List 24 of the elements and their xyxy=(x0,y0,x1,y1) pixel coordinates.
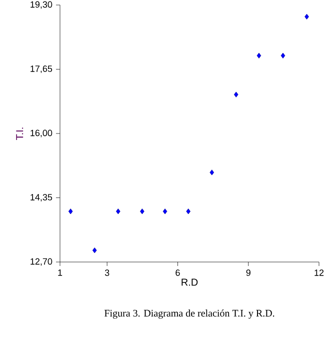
x-axis-title: R.D xyxy=(182,278,198,286)
x-tick-label: 12 xyxy=(314,270,324,276)
point xyxy=(140,208,144,214)
x-tick-label: 3 xyxy=(104,270,110,276)
point xyxy=(210,170,214,176)
point xyxy=(116,208,120,214)
y-axis-title: T.I. xyxy=(16,128,24,140)
x-tick-label: 6 xyxy=(176,270,180,276)
x-tick-label: 1 xyxy=(58,270,62,276)
point xyxy=(280,52,286,58)
y-tick-label: 12,70 xyxy=(30,258,52,266)
point xyxy=(162,208,168,214)
y-tick-label: 16,00 xyxy=(30,130,52,138)
text: Figura 3. Diagrama de relación T.I. y R.D. xyxy=(104,310,274,319)
x-tick-label: 9 xyxy=(246,270,250,276)
point xyxy=(92,248,97,254)
point xyxy=(234,92,238,98)
point xyxy=(68,208,73,214)
y-tick-label: 17,65 xyxy=(30,66,52,73)
point xyxy=(304,14,309,20)
point xyxy=(256,52,262,58)
y-tick-label: 19,30 xyxy=(30,1,52,9)
y-tick-label: 14,35 xyxy=(30,194,52,202)
point xyxy=(186,208,190,214)
